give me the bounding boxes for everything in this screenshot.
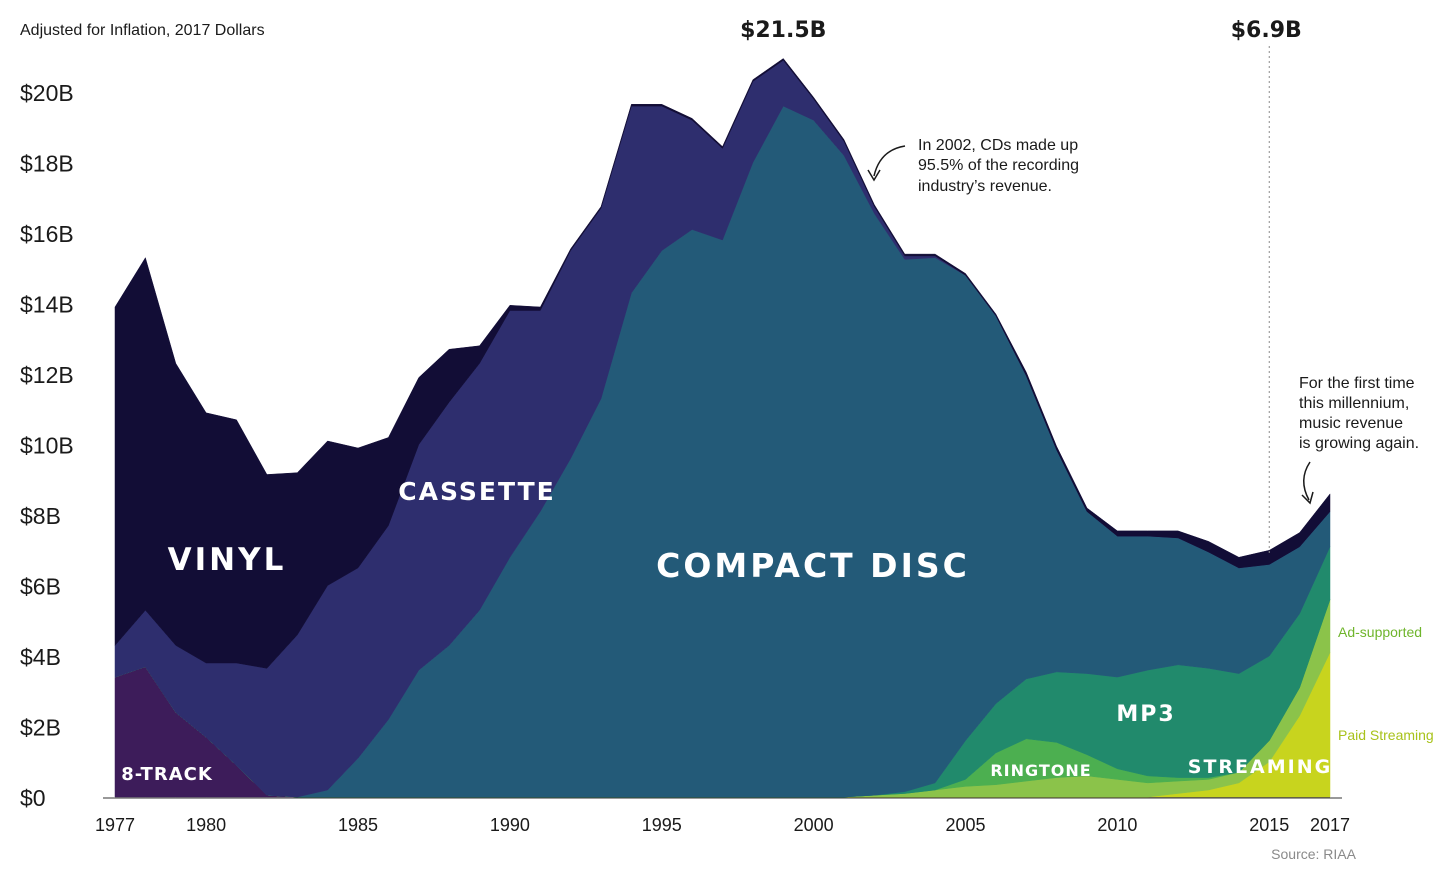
chart-subtitle: Adjusted for Inflation, 2017 Dollars — [20, 22, 265, 39]
y-tick-label: $14B — [20, 292, 74, 318]
y-tick-label: $18B — [20, 151, 74, 177]
growth-note-line-3: music revenue — [1299, 415, 1403, 432]
x-tick-label: 2000 — [794, 815, 834, 835]
y-tick-label: $16B — [20, 221, 74, 247]
y-tick-label: $20B — [20, 80, 74, 106]
x-tick-label: 2010 — [1097, 815, 1137, 835]
y-tick-label: $12B — [20, 362, 74, 388]
x-tick-label: 1980 — [186, 815, 226, 835]
cd-annotation: In 2002, CDs made up 95.5% of the record… — [867, 137, 1079, 195]
x-axis: 1977 1980 1985 1990 1995 2000 2005 2010 2015 2017 — [95, 815, 1350, 835]
paid-streaming-label: Paid Streaming — [1338, 727, 1434, 743]
mp3-area-label: MP3 — [1116, 702, 1175, 727]
eight-track-area-label: 8-TRACK — [121, 764, 213, 785]
x-tick-label: 1977 — [95, 815, 135, 835]
ad-supported-label: Ad-supported — [1338, 624, 1422, 640]
area-vinyl — [114, 58, 1331, 669]
growth-note-line-2: this millennium, — [1299, 395, 1409, 412]
growth-note-line-1: For the first time — [1299, 375, 1415, 392]
cd-note-line-3: industry’s revenue. — [918, 178, 1052, 195]
y-tick-label: $0 — [20, 785, 46, 811]
x-tick-label: 2015 — [1249, 815, 1289, 835]
area-layers — [114, 58, 1331, 798]
y-tick-label: $4B — [20, 644, 61, 670]
vinyl-area-label: VINYL — [168, 542, 287, 578]
cd-annotation-arrowhead — [867, 169, 881, 182]
y-tick-label: $2B — [20, 715, 61, 741]
x-tick-label: 1995 — [642, 815, 682, 835]
peak-value-label: $21.5B — [740, 18, 826, 43]
cd-note-line-1: In 2002, CDs made up — [918, 137, 1078, 154]
x-tick-label: 2005 — [945, 815, 985, 835]
y-axis: $0 $2B $4B $6B $8B $10B $12B $14B $16B $18B $20B — [20, 80, 74, 811]
y-tick-label: $8B — [20, 503, 61, 529]
low-value-label: $6.9B — [1231, 18, 1302, 43]
cd-note-line-2: 95.5% of the recording — [918, 157, 1079, 174]
y-tick-label: $6B — [20, 574, 61, 600]
cd-annotation-arrow — [873, 145, 906, 177]
x-tick-label: 1985 — [338, 815, 378, 835]
streaming-area-label: STREAMING — [1188, 756, 1332, 778]
compact-disc-area-label: COMPACT DISC — [656, 546, 970, 585]
source-label: Source: RIAA — [1271, 846, 1356, 862]
y-tick-label: $10B — [20, 433, 74, 459]
x-tick-label: 2017 — [1310, 815, 1350, 835]
growth-note-line-4: is growing again. — [1299, 435, 1419, 452]
growth-annotation-arrowhead — [1301, 491, 1314, 505]
cassette-area-label: CASSETTE — [398, 477, 555, 506]
ringtone-area-label: RINGTONE — [990, 761, 1091, 780]
growth-annotation: For the first time this millennium, musi… — [1299, 375, 1419, 505]
x-tick-label: 1990 — [490, 815, 530, 835]
growth-annotation-arrow — [1303, 461, 1311, 501]
